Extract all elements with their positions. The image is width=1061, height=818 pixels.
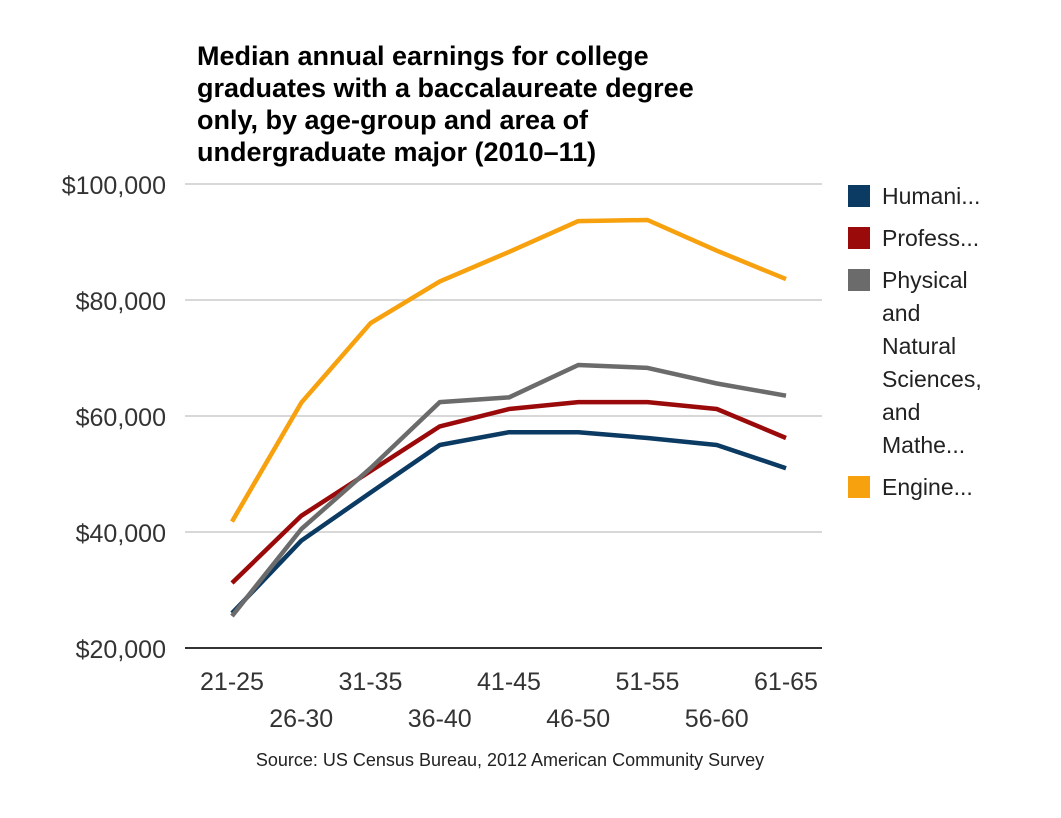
- x-tick-label: 46-50: [546, 705, 610, 733]
- x-tick-label: 51-55: [616, 668, 680, 696]
- x-tick-label: 31-35: [339, 668, 403, 696]
- chart-title: Median annual earnings for college gradua…: [197, 40, 817, 168]
- legend-swatch: [848, 269, 870, 291]
- chart-title-line: only, by age-group and area of: [197, 105, 589, 135]
- series-line-3: [230, 217, 787, 523]
- x-tick-label: 26-30: [269, 705, 333, 733]
- legend-item: Engine...: [848, 471, 1048, 504]
- chart-title-line: undergraduate major (2010–11): [197, 137, 597, 167]
- legend-item: Physical and Natural Sciences, and Mathe...: [848, 264, 1048, 462]
- x-tick-label: 56-60: [685, 705, 749, 733]
- y-tick-label: $100,000: [62, 172, 166, 200]
- legend-label-line: Profess...: [882, 225, 980, 251]
- legend-swatch: [848, 185, 870, 207]
- legend-swatch: [848, 227, 870, 249]
- x-tick-label: 36-40: [408, 705, 472, 733]
- legend-label: Engine...: [882, 471, 1048, 504]
- series-line-1: [230, 399, 787, 585]
- source-note: Source: US Census Bureau, 2012 American …: [255, 750, 765, 770]
- legend-label-line: Humani...: [882, 183, 981, 209]
- x-tick-label: 61-65: [754, 668, 818, 696]
- legend-item: Humani...: [848, 180, 1048, 213]
- legend-item: Profess...: [848, 222, 1048, 255]
- y-tick-label: $40,000: [76, 520, 166, 548]
- x-axis-ticks: 21-2526-3031-3536-4041-4546-5051-5556-60…: [200, 668, 818, 733]
- series-line-2: [230, 362, 787, 618]
- legend-label: Physical and Natural Sciences, and Mathe...: [882, 264, 1048, 462]
- legend-label-line: Physical: [882, 267, 968, 293]
- legend-label-line: Natural: [882, 333, 957, 359]
- legend-label: Humani...: [882, 180, 1048, 213]
- legend-label-line: Sciences,: [882, 366, 982, 392]
- legend-swatch: [848, 476, 870, 498]
- legend: Humani... Profess... Physical and Natural Sci…: [848, 180, 1048, 513]
- chart-title-line: Median annual earnings for college: [197, 41, 649, 71]
- y-tick-label: $80,000: [76, 288, 166, 316]
- legend-label-line: and: [882, 300, 921, 326]
- gridlines: [185, 183, 822, 649]
- legend-label: Profess...: [882, 222, 1048, 255]
- series-lines: [230, 217, 787, 618]
- x-tick-label: 41-45: [477, 668, 541, 696]
- y-tick-label: $60,000: [76, 404, 166, 432]
- legend-label-line: Mathe...: [882, 432, 966, 458]
- chart-title-line: graduates with a baccalaureate degree: [197, 73, 694, 103]
- series-line-0: [230, 429, 787, 615]
- y-tick-label: $20,000: [76, 636, 166, 664]
- legend-label-line: Engine...: [882, 474, 973, 500]
- x-tick-label: 21-25: [200, 668, 264, 696]
- legend-label-line: and: [882, 399, 921, 425]
- y-axis-ticks: $20,000 $40,000 $60,000 $80,000 $100,000: [62, 172, 166, 664]
